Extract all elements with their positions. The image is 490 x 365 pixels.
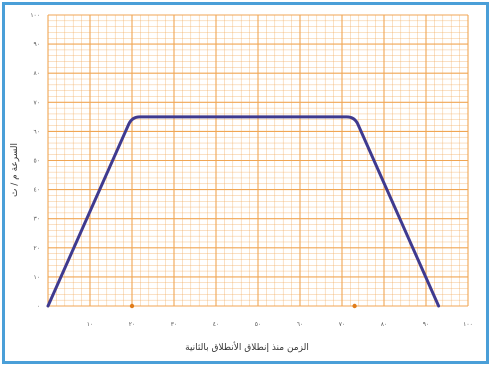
series-line (46, 115, 441, 308)
y-tick-label: ٨٠ (34, 70, 40, 77)
axis-markers (129, 303, 357, 309)
y-tick-label: ٢٠ (34, 245, 40, 252)
y-tick-label: ٧٠ (34, 99, 40, 106)
y-axis-label: السرعة م / ث (10, 143, 20, 197)
y-axis-ticks: ٠ ١٠ ٢٠ ٣٠ ٤٠ ٥٠ ٦٠ ٧٠ ٨٠ ٩٠ ١٠٠ (30, 12, 40, 310)
y-tick-label: ٩٠ (34, 41, 40, 48)
y-tick-label: ٣٠ (34, 216, 40, 223)
axis-marker (129, 303, 135, 309)
y-tick-label: ٥٠ (34, 158, 40, 165)
x-axis-label: الزمن منذ إنطلاق الأنطلاق بالثانية (185, 341, 309, 353)
x-tick-label: ٢٠ (129, 321, 135, 328)
y-tick-label: ٦٠ (34, 128, 40, 135)
x-tick-label: ١٠٠ (463, 321, 473, 328)
axis-marker (352, 303, 357, 309)
y-tick-label: ٤٠ (34, 187, 40, 194)
x-tick-label: ٩٠ (423, 321, 429, 328)
chart-grid (47, 14, 469, 307)
y-tick-label: ١٠٠ (30, 12, 40, 19)
x-axis-ticks: ١٠ ٢٠ ٣٠ ٤٠ ٥٠ ٦٠ ٧٠ ٨٠ ٩٠ ١٠٠ (87, 321, 473, 328)
y-tick-label: ٠ (37, 303, 40, 310)
x-tick-label: ٨٠ (381, 321, 387, 328)
y-tick-label: ١٠ (34, 274, 40, 281)
x-tick-label: ٤٠ (213, 321, 219, 328)
x-tick-label: ٣٠ (171, 321, 177, 328)
x-tick-label: ٧٠ (339, 321, 345, 328)
x-tick-label: ٦٠ (297, 321, 303, 328)
x-tick-label: ١٠ (87, 321, 93, 328)
x-tick-label: ٥٠ (255, 321, 261, 328)
